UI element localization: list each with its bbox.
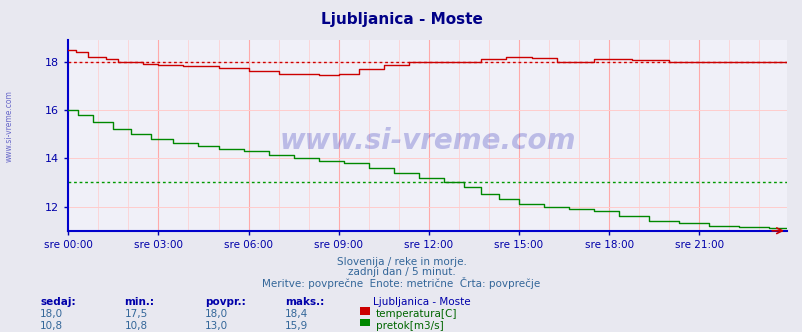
Text: 10,8: 10,8 — [40, 321, 63, 331]
Text: 18,0: 18,0 — [40, 309, 63, 319]
Text: min.:: min.: — [124, 297, 154, 307]
Text: 18,4: 18,4 — [285, 309, 308, 319]
Text: zadnji dan / 5 minut.: zadnji dan / 5 minut. — [347, 267, 455, 277]
Text: Slovenija / reke in morje.: Slovenija / reke in morje. — [336, 257, 466, 267]
Text: povpr.:: povpr.: — [205, 297, 245, 307]
Text: www.si-vreme.com: www.si-vreme.com — [5, 90, 14, 162]
Text: 15,9: 15,9 — [285, 321, 308, 331]
Text: 10,8: 10,8 — [124, 321, 148, 331]
Text: 13,0: 13,0 — [205, 321, 228, 331]
Text: 17,5: 17,5 — [124, 309, 148, 319]
Text: temperatura[C]: temperatura[C] — [375, 309, 456, 319]
Text: 18,0: 18,0 — [205, 309, 228, 319]
Text: Ljubljanica - Moste: Ljubljanica - Moste — [320, 12, 482, 27]
Text: Meritve: povprečne  Enote: metrične  Črta: povprečje: Meritve: povprečne Enote: metrične Črta:… — [262, 277, 540, 289]
Text: maks.:: maks.: — [285, 297, 324, 307]
Text: sedaj:: sedaj: — [40, 297, 75, 307]
Text: Ljubljanica - Moste: Ljubljanica - Moste — [373, 297, 471, 307]
Text: pretok[m3/s]: pretok[m3/s] — [375, 321, 443, 331]
Text: www.si-vreme.com: www.si-vreme.com — [279, 127, 575, 155]
